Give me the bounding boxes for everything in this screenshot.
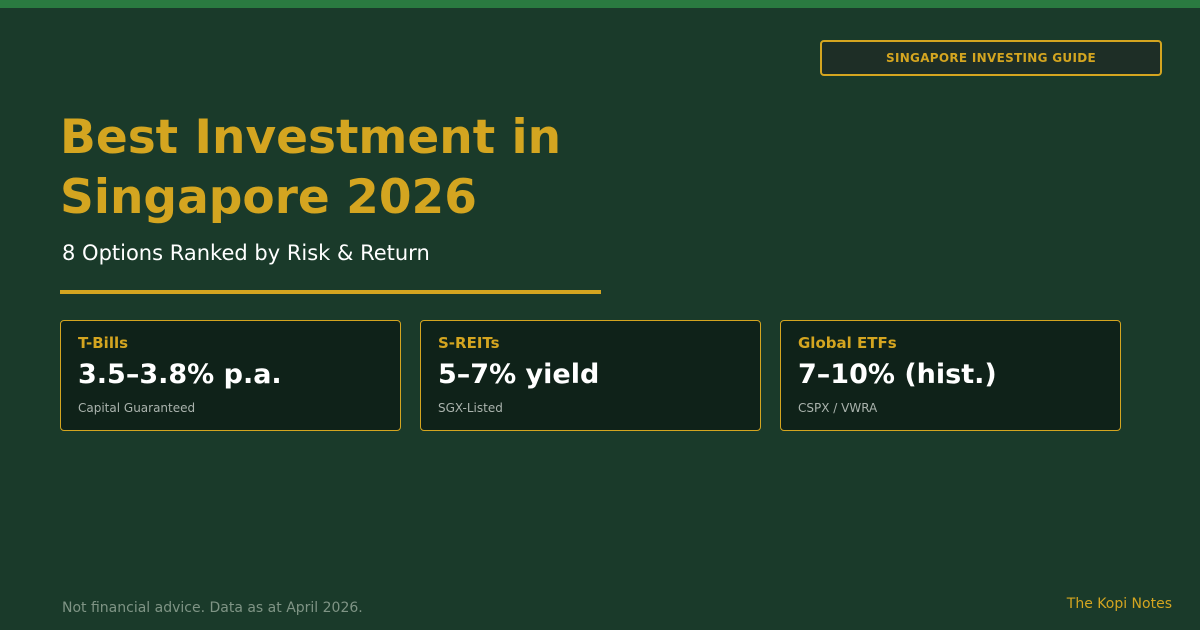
stat-card-note: SGX-Listed	[438, 401, 503, 415]
title-divider	[60, 290, 601, 294]
disclaimer-text: Not financial advice. Data as at April 2…	[62, 600, 363, 616]
stat-card-label: Global ETFs	[798, 334, 897, 352]
stat-card-s-reits: S-REITs 5–7% yield SGX-Listed	[420, 320, 761, 431]
page-title-line-2: Singapore 2026	[60, 170, 477, 225]
top-accent-bar	[0, 0, 1200, 8]
page-title: Best Investment in Singapore 2026	[60, 108, 760, 228]
stat-card-label: S-REITs	[438, 334, 500, 352]
category-badge: SINGAPORE INVESTING GUIDE	[820, 40, 1162, 76]
stat-card-value: 3.5–3.8% p.a.	[78, 359, 282, 390]
brand-name: The Kopi Notes	[1066, 596, 1172, 612]
page-title-line-1: Best Investment in	[60, 110, 562, 165]
stat-card-value: 7–10% (hist.)	[798, 359, 997, 390]
stat-card-note: Capital Guaranteed	[78, 401, 196, 415]
stat-card-label: T-Bills	[78, 334, 129, 352]
page-subtitle: 8 Options Ranked by Risk & Return	[62, 241, 430, 265]
stat-card-t-bills: T-Bills 3.5–3.8% p.a. Capital Guaranteed	[60, 320, 401, 431]
stat-card-value: 5–7% yield	[438, 359, 600, 390]
stat-card-note: CSPX / VWRA	[798, 401, 878, 415]
stat-card-global-etfs: Global ETFs 7–10% (hist.) CSPX / VWRA	[780, 320, 1121, 431]
